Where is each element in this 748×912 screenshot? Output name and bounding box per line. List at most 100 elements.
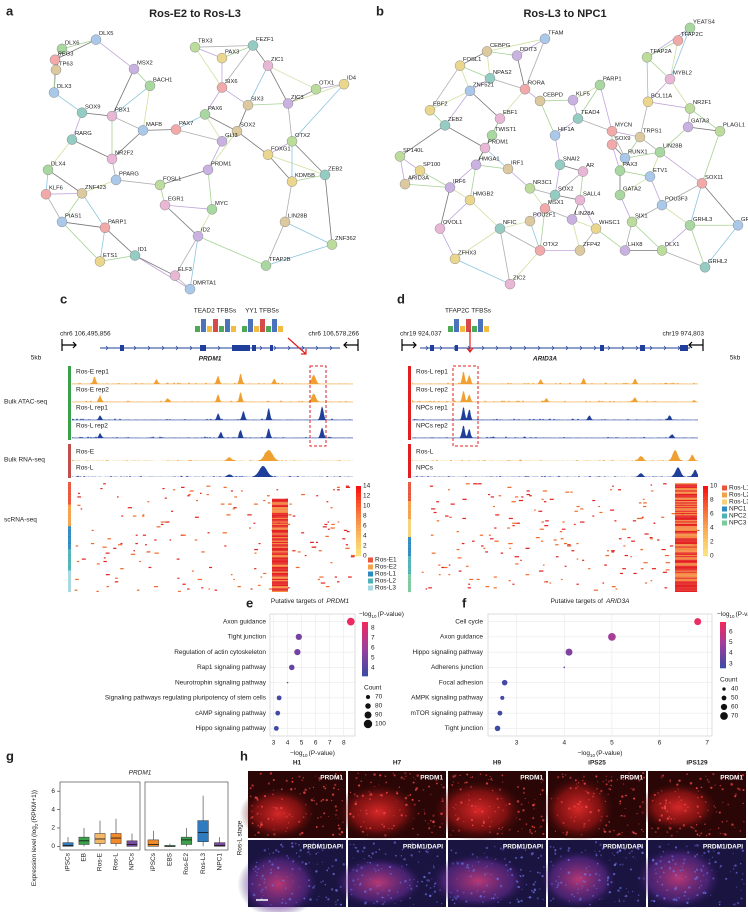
expr-cell [639,517,643,520]
micrograph-nucleus [318,777,321,780]
motif-logo [472,326,477,332]
colorbar [720,622,726,625]
micrograph-nucleus [581,851,583,854]
micrograph-nucleus [713,850,715,852]
expr-dense [675,507,697,509]
x-axis-label: −log10(P-value) [578,750,623,758]
micrograph-nucleus [338,833,340,835]
dot [294,649,301,656]
network-edge [284,221,333,245]
signal-track [412,450,698,461]
network-edge [669,78,691,109]
micrograph-nucleus [455,803,457,806]
group-bar [68,554,71,557]
expr-cell [177,577,180,579]
expr-dense [675,514,697,516]
expr-dense [675,589,697,591]
micrograph-nucleus [277,850,280,853]
expr-cell [514,556,520,558]
motif-logo [213,319,218,332]
expr-cell [337,521,340,523]
network-edge [661,250,706,268]
group-bar [408,570,411,572]
group-bar [408,566,411,569]
micrograph-nucleus [440,784,442,786]
dot [295,633,302,640]
colorbar [703,503,708,508]
micrograph-nucleus [411,842,414,845]
expr-cell [206,485,211,487]
network-node [206,204,218,215]
micrograph-nucleus [379,794,381,796]
group-bar [408,511,411,514]
expr-dense [272,545,288,547]
network-edge [624,151,661,159]
micrograph-nucleus [610,784,612,787]
network-node [634,131,646,143]
micrograph-nucleus [499,847,503,850]
micrograph-nucleus [465,781,468,784]
colorbar [720,656,726,659]
network-edge [704,225,739,268]
x-tick-label: iPSCs [150,852,157,871]
micrograph-nucleus [315,826,318,828]
node-label: PARP1 [603,77,622,83]
group-bar [408,503,411,505]
expr-dense [272,514,288,516]
group-bar [68,489,71,491]
expr-cell [638,502,642,504]
expr-dense [272,578,288,581]
micrograph-nucleus [514,856,517,859]
micrograph-colony [335,782,422,842]
micrograph-nucleus [537,777,540,780]
micrograph-nucleus [565,833,568,836]
micrograph-nucleus [349,812,352,816]
network-node [534,95,546,107]
expr-cell [490,496,494,498]
micrograph-nucleus [528,896,532,899]
group-bar [68,560,71,563]
expr-cell [549,582,552,584]
colorbar [356,535,361,539]
micrograph-nucleus [686,901,689,904]
micrograph-nucleus [529,830,532,833]
expr-dense [675,523,697,526]
micrograph-nucleus [269,772,273,775]
network-node [511,50,523,61]
group-bar [68,504,71,507]
expr-cell [493,505,495,508]
micrograph-nucleus [576,803,579,805]
expr-cell [582,559,585,561]
group-bar [408,485,411,487]
expr-cell [136,589,140,591]
micrograph-nucleus [466,773,469,776]
expr-dense [675,540,697,542]
micrograph-nucleus [682,824,686,827]
expr-cell [130,553,136,555]
network-node [641,52,653,63]
micrograph-nucleus [498,827,500,830]
network-node [644,171,656,182]
dot [494,725,501,732]
expr-cell [636,517,642,520]
signal-track [72,392,353,402]
network-edge [469,164,477,201]
micrograph-nucleus [491,779,493,781]
micrograph-nucleus [286,854,288,857]
expr-dense [675,538,697,540]
expr-cell [431,508,436,510]
expr-dense [272,501,288,503]
group-bar [408,514,411,516]
colorbar [703,531,708,536]
network-node [504,278,516,290]
micrograph-nucleus [517,886,519,888]
group-bar [68,527,71,529]
expr-dense [272,505,288,508]
expr-dense [675,583,697,585]
node-label: SOX9 [615,136,630,142]
micrograph-nucleus [642,830,644,833]
expr-cell [617,489,622,491]
dot [275,710,281,716]
colorbar-tick: 8 [371,625,375,632]
micrograph-nucleus [713,805,715,807]
